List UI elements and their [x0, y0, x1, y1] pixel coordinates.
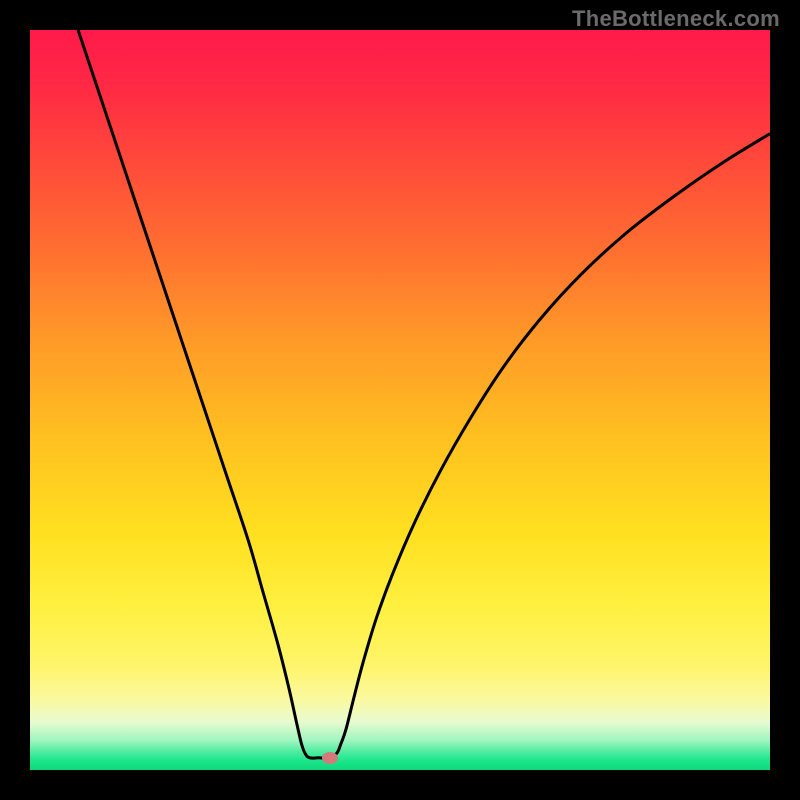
- watermark-text: TheBottleneck.com: [572, 6, 780, 32]
- chart-area: [30, 30, 770, 770]
- optimal-marker: [322, 752, 338, 764]
- curve-svg: [30, 30, 770, 770]
- bottleneck-curve: [78, 30, 770, 758]
